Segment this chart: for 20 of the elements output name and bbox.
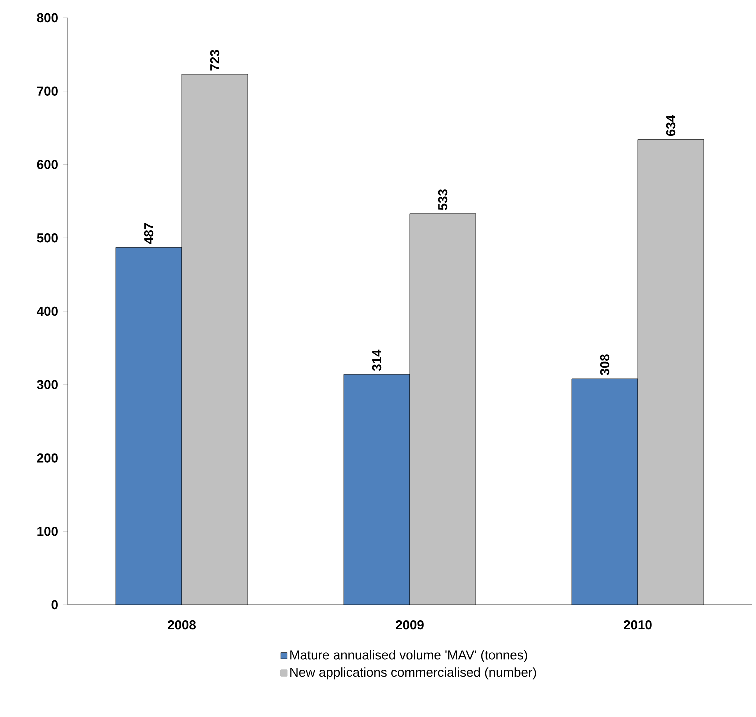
y-tick-label: 800 xyxy=(37,13,58,23)
data-label: 723 xyxy=(210,50,220,71)
y-tick-label: 500 xyxy=(37,234,58,243)
data-label: 634 xyxy=(666,115,676,136)
y-tick-label: 600 xyxy=(37,160,58,170)
y-tick-label: 0 xyxy=(52,600,58,610)
y-tick-label: 200 xyxy=(37,454,58,463)
x-tick-label: 2010 xyxy=(624,620,652,630)
x-tick-label: 2009 xyxy=(396,620,424,630)
y-tick-label: 400 xyxy=(37,306,58,316)
data-label: 487 xyxy=(144,223,154,244)
data-label: 533 xyxy=(438,190,448,210)
y-tick-label: 100 xyxy=(38,527,58,536)
y-tick-label: 700 xyxy=(37,86,58,96)
x-tick-label: 2008 xyxy=(168,620,196,630)
legend-label: Mature annualised volume 'MAV' (tonnes) xyxy=(290,650,528,662)
legend-label: New applications commercialised (number) xyxy=(290,668,536,680)
data-label: 314 xyxy=(372,350,382,372)
data-label: 308 xyxy=(600,354,610,376)
y-tick-label: 300 xyxy=(37,380,58,390)
